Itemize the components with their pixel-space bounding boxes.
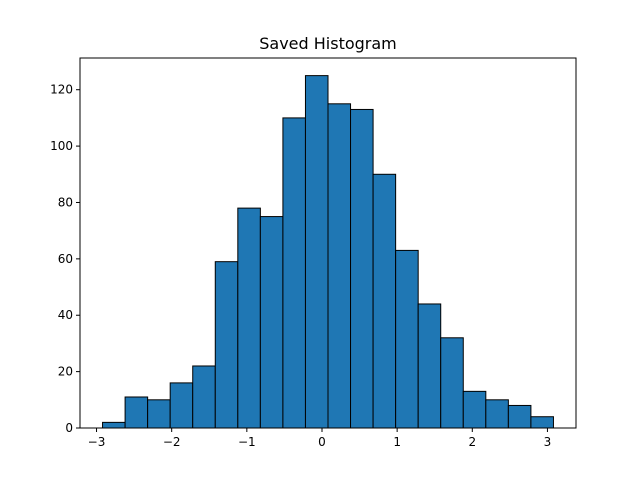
x-tick-label: 2: [468, 435, 476, 449]
histogram-bar: [395, 249, 419, 429]
x-tick-label: 0: [318, 435, 326, 449]
histogram-bar: [102, 421, 126, 429]
plot-frame: [79, 57, 577, 429]
y-tick-label: 20: [58, 365, 73, 379]
histogram-bar: [350, 108, 374, 429]
y-tick-label: 40: [58, 308, 73, 322]
histogram-bar: [192, 365, 216, 429]
x-tick-label: 3: [544, 435, 552, 449]
x-tick-label: −2: [163, 435, 181, 449]
histogram-bar: [214, 261, 239, 429]
y-tick-label: 100: [50, 139, 73, 153]
histogram-bar: [169, 382, 194, 429]
y-tick-label: 60: [58, 252, 73, 266]
y-tick-label: 80: [58, 195, 73, 209]
histogram-bar: [259, 216, 284, 429]
x-tick-label: 1: [393, 435, 401, 449]
chart-title: Saved Histogram: [259, 34, 397, 53]
y-tick-label: 120: [50, 83, 73, 97]
y-axis: 0 20 40 60 80 100 120: [50, 83, 80, 435]
histogram-bar: [530, 416, 554, 429]
histogram-bar: [147, 399, 171, 429]
x-axis: −3 −2 −1 0 1 2 3: [88, 428, 552, 449]
histogram-bar: [462, 390, 487, 429]
histogram-bar: [237, 207, 261, 429]
histogram-bar: [485, 399, 509, 429]
histogram-bar: [327, 103, 352, 429]
x-tick-label: −1: [238, 435, 256, 449]
histogram-bar: [124, 396, 149, 429]
histogram-bar: [372, 173, 397, 429]
y-tick-label: 0: [65, 421, 73, 435]
histogram-bar: [440, 337, 464, 429]
histogram-bar: [282, 117, 306, 429]
histogram-bars: [102, 75, 554, 429]
histogram-bar: [304, 75, 329, 429]
histogram-bar: [507, 404, 532, 429]
histogram-bar: [417, 303, 442, 429]
x-tick-label: −3: [88, 435, 106, 449]
